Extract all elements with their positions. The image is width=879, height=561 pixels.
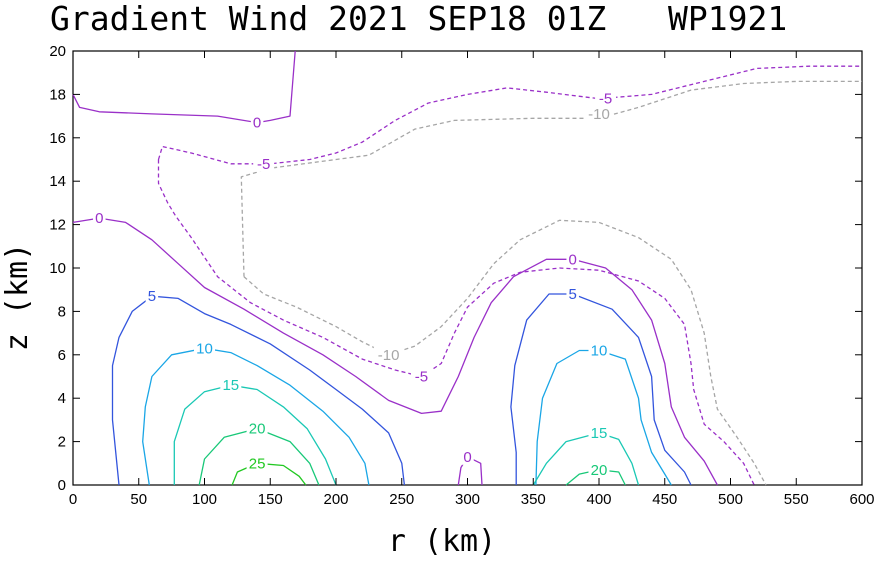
contour-label-background	[246, 455, 268, 472]
x-tick-label: 550	[784, 491, 809, 508]
x-tick-label: 150	[258, 491, 283, 508]
contour-label-background	[145, 288, 159, 305]
contour-label: 0	[463, 449, 471, 466]
y-tick-label: 20	[49, 43, 66, 60]
x-tick-label: 400	[586, 491, 611, 508]
x-tick-label: 0	[69, 491, 77, 508]
axis-ticks: 0 50 100 150 200 250 300 350 400 450 500 550 6000246…	[49, 43, 874, 508]
contour-line-15	[173, 384, 337, 486]
contour-label: 20	[249, 421, 266, 438]
contour-label: 15	[591, 425, 608, 442]
contour-label: 0	[95, 210, 103, 227]
contour-label: -5	[257, 156, 270, 173]
contour-line-neg10	[243, 219, 767, 486]
contour-line-5	[510, 293, 692, 486]
contour-line-neg10	[240, 80, 862, 277]
contour-label-background	[588, 461, 610, 478]
contour-line-25	[231, 462, 307, 486]
contour-lines	[72, 50, 862, 486]
y-tick-label: 12	[49, 217, 66, 234]
contour-label: 5	[569, 286, 577, 303]
contour-label-background	[410, 368, 432, 385]
y-tick-label: 8	[58, 303, 66, 320]
contour-label: 0	[569, 251, 577, 268]
contour-label-background	[566, 286, 579, 303]
y-tick-label: 16	[49, 130, 66, 147]
contour-line-neg5	[157, 159, 755, 486]
contour-label-background	[373, 346, 404, 363]
y-tick-label: 18	[49, 86, 66, 103]
contour-label-background	[194, 340, 215, 357]
contour-label: 20	[591, 462, 608, 479]
contour-label-background	[93, 210, 106, 227]
contour-line-5	[111, 295, 406, 486]
x-tick-label: 350	[521, 491, 546, 508]
contour-label-background	[566, 251, 579, 268]
contour-label: -5	[599, 91, 612, 108]
x-tick-label: 300	[455, 491, 480, 508]
chart-title: Gradient Wind 2021 SEP18 01Z	[50, 0, 606, 38]
contour-label-background	[253, 155, 275, 172]
contour-label: 10	[196, 340, 213, 357]
x-tick-label: 450	[652, 491, 677, 508]
contour-line-15	[532, 432, 640, 486]
chart-title-id: WP1921	[668, 0, 787, 38]
x-tick-label: 200	[323, 491, 348, 508]
x-tick-label: 600	[849, 491, 874, 508]
contour-label-background	[584, 105, 614, 122]
x-axis-label: r (km)	[388, 524, 496, 559]
contour-label: 5	[148, 288, 156, 305]
y-tick-label: 10	[49, 260, 66, 277]
contour-label-background	[588, 342, 610, 359]
contour-label-background	[461, 448, 474, 465]
contour-label: -10	[588, 106, 610, 123]
contour-label-background	[220, 377, 242, 394]
x-tick-label: 250	[389, 491, 414, 508]
y-axis-label: z (km)	[0, 243, 35, 351]
contour-label: 15	[222, 377, 239, 394]
contour-line-0	[72, 217, 718, 486]
contour-label-background	[588, 424, 610, 441]
y-tick-label: 0	[58, 477, 66, 494]
y-tick-label: 4	[58, 390, 66, 407]
contour-label: 25	[249, 455, 266, 472]
x-tick-label: 500	[718, 491, 743, 508]
x-tick-label: 100	[192, 491, 217, 508]
y-tick-label: 14	[49, 173, 66, 190]
contour-label: 0	[253, 115, 261, 132]
contour-label: -10	[378, 347, 400, 364]
plot-frame	[72, 50, 863, 486]
contour-label-background	[250, 114, 264, 131]
contour-label-background	[595, 90, 617, 107]
y-tick-label: 2	[58, 434, 66, 451]
contour-label-background	[246, 420, 268, 437]
y-tick-label: 6	[58, 347, 66, 364]
x-tick-label: 50	[130, 491, 147, 508]
contour-line-10	[142, 347, 370, 486]
contour-label: -5	[415, 369, 428, 386]
contour-line-10	[535, 349, 672, 486]
contour-line-neg5	[157, 65, 862, 165]
contour-line-0	[72, 50, 296, 124]
contour-label: 10	[591, 342, 608, 359]
